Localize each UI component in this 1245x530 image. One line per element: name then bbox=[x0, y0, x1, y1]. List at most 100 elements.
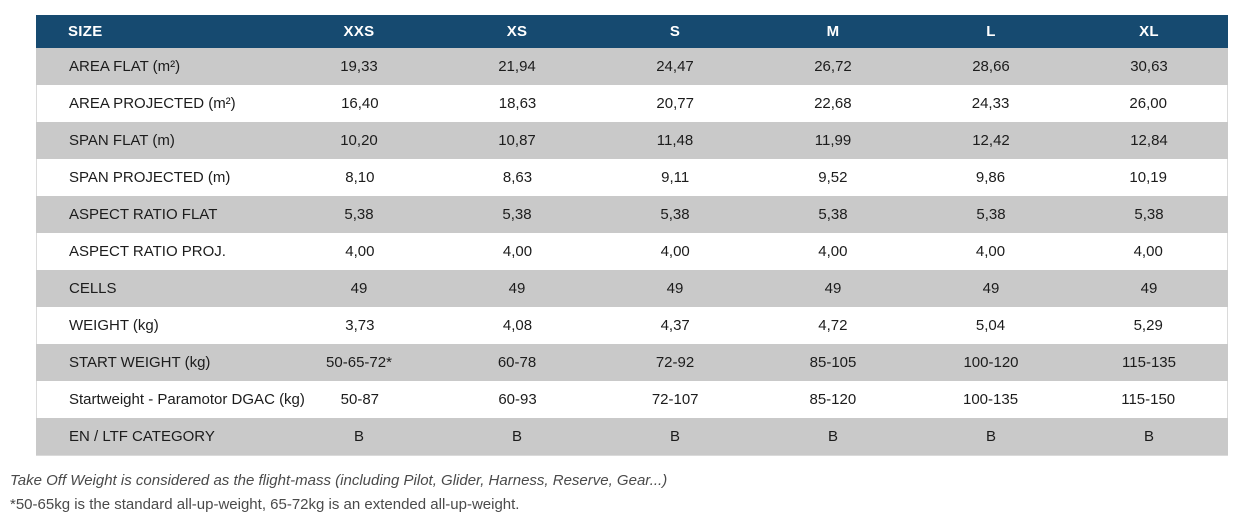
header-cell-xxs: XXS bbox=[343, 23, 375, 40]
row-label: SPAN FLAT (m) bbox=[69, 132, 175, 149]
cell-value: 5,29 bbox=[1133, 317, 1163, 334]
extended-weight-note: *50-65kg is the standard all-up-weight, … bbox=[10, 496, 520, 513]
cell-value: 4,00 bbox=[818, 243, 848, 260]
cell-value: 5,38 bbox=[818, 206, 848, 223]
table-row: CELLS 49 49 49 49 49 49 bbox=[36, 270, 1228, 307]
cell-value: 60-93 bbox=[498, 391, 537, 408]
cell-value: 5,38 bbox=[976, 206, 1006, 223]
header-cell-xl: XL bbox=[1139, 23, 1159, 40]
cell-value: 72-92 bbox=[655, 354, 695, 371]
cell-value: 20,77 bbox=[656, 95, 694, 112]
cell-value: 4,00 bbox=[345, 243, 375, 260]
takeoff-weight-note: Take Off Weight is considered as the fli… bbox=[10, 472, 668, 489]
row-label: START WEIGHT (kg) bbox=[69, 354, 211, 371]
cell-value: 12,84 bbox=[1130, 132, 1168, 149]
row-label: AREA FLAT (m²) bbox=[69, 58, 181, 75]
row-label: WEIGHT (kg) bbox=[69, 317, 159, 334]
cell-value: B bbox=[1143, 428, 1154, 445]
row-label: ASPECT RATIO FLAT bbox=[69, 206, 218, 223]
cell-value: 4,08 bbox=[502, 317, 533, 334]
cell-value: 10,87 bbox=[498, 132, 536, 149]
cell-value: 11,48 bbox=[656, 132, 694, 149]
cell-value: 9,11 bbox=[661, 169, 690, 186]
header-cell-size: SIZE bbox=[68, 23, 103, 40]
cell-value: 49 bbox=[666, 280, 684, 297]
cell-value: 72-107 bbox=[651, 391, 699, 408]
cell-value: 85-120 bbox=[809, 391, 857, 408]
cell-value: 4,00 bbox=[975, 243, 1006, 260]
cell-value: 115-135 bbox=[1122, 354, 1176, 371]
cell-value: 12,42 bbox=[972, 132, 1010, 149]
glider-spec-table: SIZE XXS XS S M L XL AREA FLAT (m²) 19,33 21,94 2… bbox=[36, 15, 1228, 456]
cell-value: 4,37 bbox=[660, 317, 690, 334]
table-body: AREA FLAT (m²) 19,33 21,94 24,47 26,72 28,66 3… bbox=[36, 48, 1228, 455]
cell-value: 3,73 bbox=[345, 317, 375, 334]
cell-value: 4,00 bbox=[1133, 243, 1163, 260]
cell-value: 24,33 bbox=[971, 95, 1010, 112]
table-row: START WEIGHT (kg) 50-65-72* 60-78 72-92 85-1… bbox=[36, 344, 1228, 381]
cell-value: 11,99 bbox=[814, 132, 852, 149]
row-label: EN / LTF CATEGORY bbox=[69, 428, 215, 445]
row-label: CELLS bbox=[69, 280, 117, 297]
table-row: ASPECT RATIO FLAT 5,38 5,38 5,38 5,38 5,38 5,3… bbox=[36, 196, 1228, 233]
table-row: Startweight - Paramotor DGAC (kg) 50-87 60… bbox=[37, 381, 1227, 418]
cell-value: 100-120 bbox=[963, 354, 1019, 371]
header-cell-l: L bbox=[986, 23, 996, 40]
cell-value: 21,94 bbox=[498, 58, 536, 75]
cell-value: 100-135 bbox=[962, 391, 1019, 408]
row-label: ASPECT RATIO PROJ. bbox=[69, 243, 226, 260]
row-label: SPAN PROJECTED (m) bbox=[69, 169, 231, 186]
cell-value: 5,38 bbox=[1134, 206, 1164, 223]
cell-value: 5,38 bbox=[502, 206, 532, 223]
cell-value: 50-87 bbox=[340, 391, 380, 408]
cell-value: 26,00 bbox=[1129, 95, 1167, 112]
cell-value: 5,04 bbox=[975, 317, 1006, 334]
cell-value: 49 bbox=[350, 280, 368, 297]
cell-value: 4,00 bbox=[660, 243, 690, 260]
table-row: SPAN FLAT (m) 10,20 10,87 11,48 11,99 12,42 12… bbox=[36, 122, 1228, 159]
cell-value: 10,19 bbox=[1129, 169, 1167, 186]
cell-value: 85-105 bbox=[809, 354, 857, 371]
cell-value: 9,86 bbox=[975, 169, 1006, 186]
cell-value: 9,52 bbox=[818, 169, 848, 186]
cell-value: 22,68 bbox=[814, 95, 852, 112]
header-cell-m: M bbox=[826, 23, 840, 40]
cell-value: 26,72 bbox=[814, 58, 852, 75]
footnotes: Take Off Weight is considered as the fli… bbox=[10, 469, 667, 517]
header-cell-xs: XS bbox=[506, 23, 528, 40]
cell-value: 5,38 bbox=[344, 206, 374, 223]
cell-value: 19,33 bbox=[340, 58, 378, 75]
row-label: Startweight - Paramotor DGAC (kg) bbox=[69, 391, 305, 408]
table-row: EN / LTF CATEGORY B B B B B B bbox=[36, 418, 1228, 455]
table-row: WEIGHT (kg) 3,73 4,08 4,37 4,72 5,04 5,29 bbox=[37, 307, 1227, 344]
table-row: SPAN PROJECTED (m) 8,10 8,63 9,11 9,52 9,86 10… bbox=[37, 159, 1227, 196]
cell-value: 24,47 bbox=[656, 58, 694, 75]
cell-value: 5,38 bbox=[660, 206, 690, 223]
cell-value: 60-78 bbox=[497, 354, 537, 371]
cell-value: 8,63 bbox=[502, 169, 533, 186]
cell-value: 16,40 bbox=[341, 95, 379, 112]
header-cell-s: S bbox=[669, 23, 681, 40]
cell-value: 8,10 bbox=[345, 169, 375, 186]
cell-value: 115-150 bbox=[1121, 391, 1176, 408]
cell-value: 4,72 bbox=[818, 317, 848, 334]
cell-value: B bbox=[985, 428, 996, 445]
table-row: AREA FLAT (m²) 19,33 21,94 24,47 26,72 28,66 3… bbox=[36, 48, 1228, 85]
cell-value: B bbox=[827, 428, 838, 445]
cell-value: 28,66 bbox=[972, 58, 1010, 75]
row-label: AREA PROJECTED (m²) bbox=[69, 95, 236, 112]
cell-value: 49 bbox=[824, 280, 842, 297]
table-header-row: SIZE XXS XS S M L XL bbox=[36, 15, 1228, 48]
cell-value: B bbox=[353, 428, 364, 445]
cell-value: 18,63 bbox=[498, 95, 537, 112]
cell-value: 10,20 bbox=[340, 132, 378, 149]
cell-value: 49 bbox=[1140, 280, 1158, 297]
cell-value: 4,00 bbox=[502, 243, 533, 260]
cell-value: 30,63 bbox=[1130, 58, 1168, 75]
cell-value: B bbox=[511, 428, 522, 445]
cell-value: 49 bbox=[982, 280, 1000, 297]
cell-value: 49 bbox=[508, 280, 526, 297]
table-row: ASPECT RATIO PROJ. 4,00 4,00 4,00 4,00 4,00 4,… bbox=[37, 233, 1227, 270]
cell-value: 50-65-72* bbox=[326, 354, 392, 371]
